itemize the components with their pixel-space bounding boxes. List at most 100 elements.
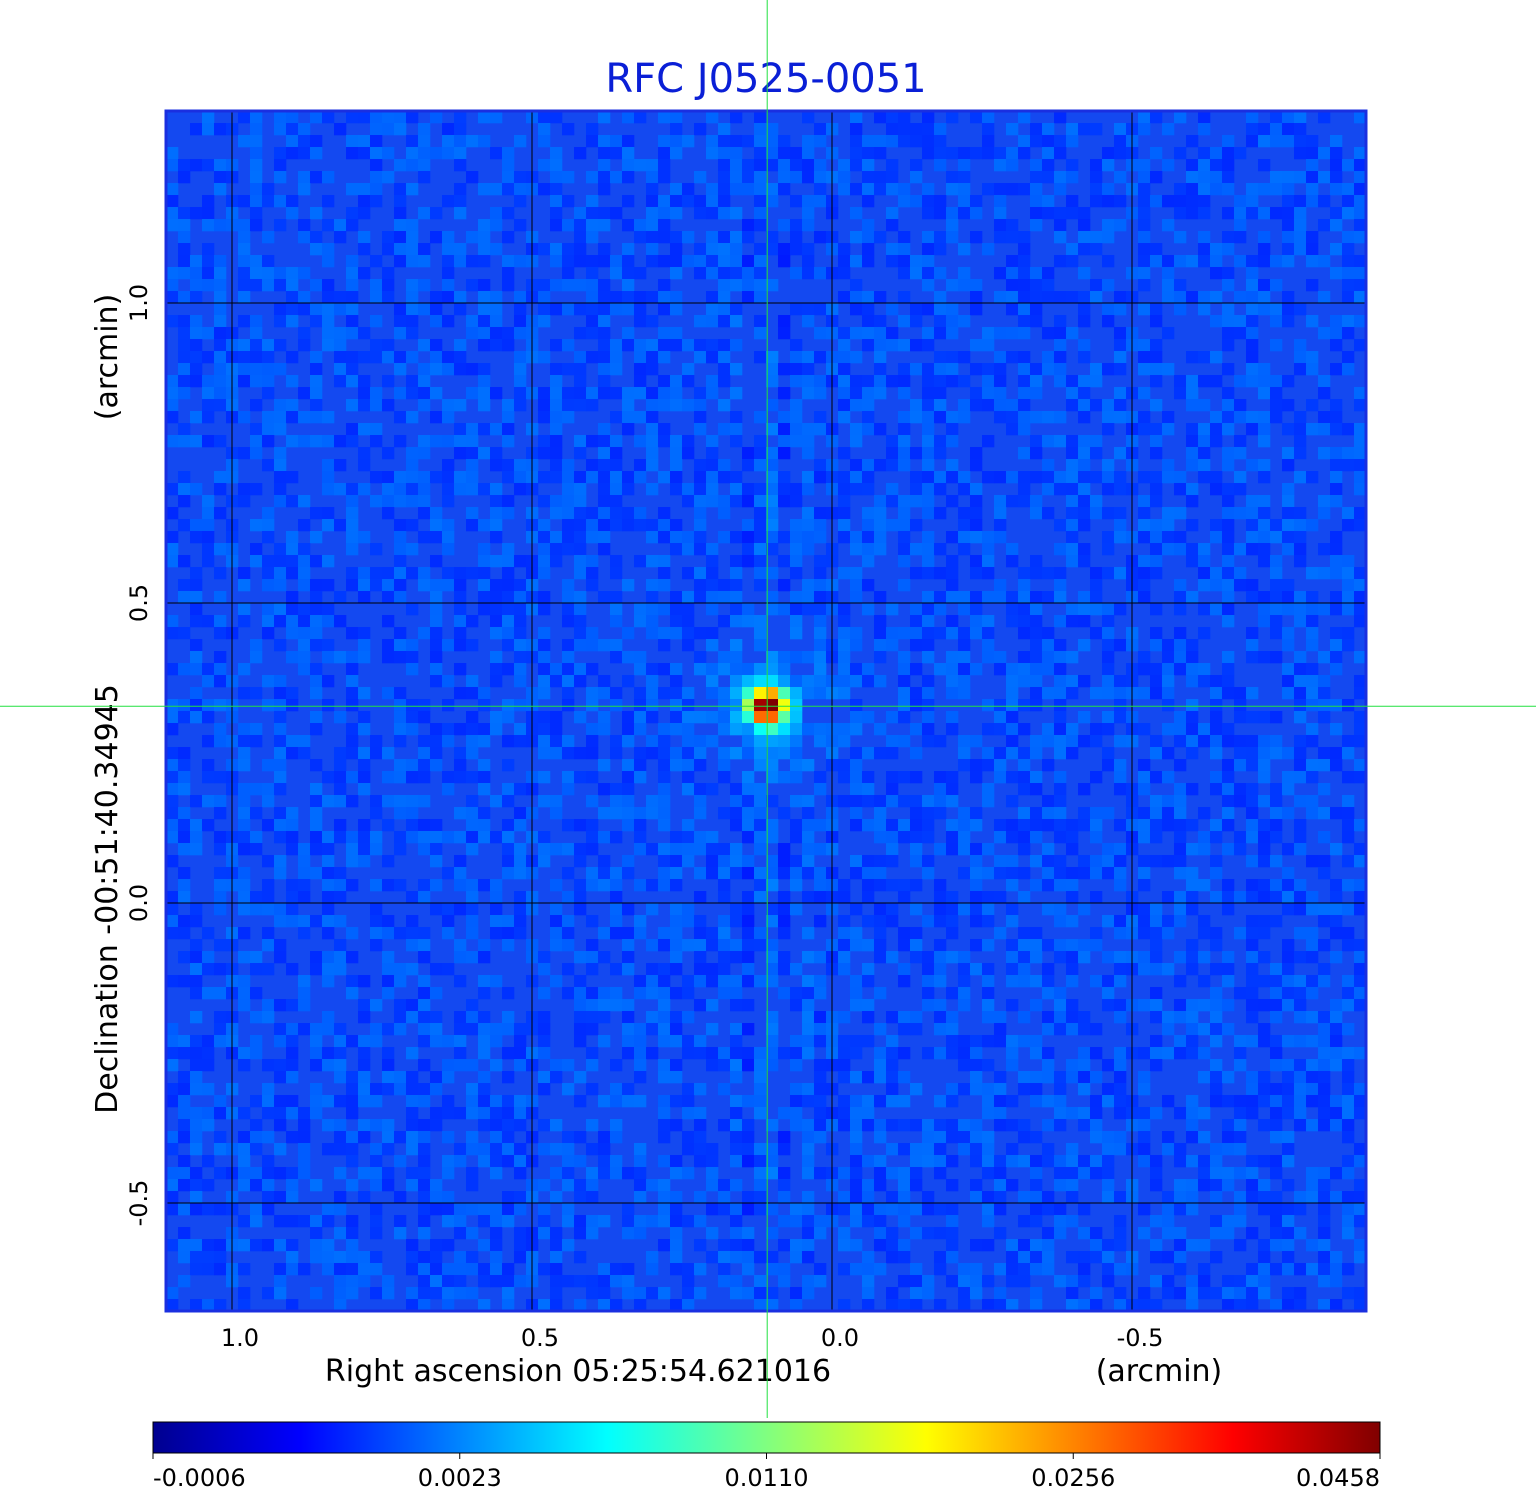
image-pixel — [394, 555, 407, 568]
image-pixel — [1114, 879, 1127, 892]
image-pixel — [634, 1035, 647, 1048]
image-pixel — [1030, 831, 1043, 844]
image-pixel — [862, 171, 875, 184]
image-pixel — [262, 1059, 275, 1072]
image-pixel — [1186, 1011, 1199, 1024]
image-pixel — [802, 675, 815, 688]
image-pixel — [286, 411, 299, 424]
image-pixel — [574, 1131, 587, 1144]
image-pixel — [238, 807, 251, 820]
image-pixel — [274, 855, 287, 868]
image-pixel — [1042, 903, 1055, 916]
image-pixel — [406, 411, 419, 424]
image-pixel — [802, 471, 815, 484]
image-pixel — [382, 1047, 395, 1060]
image-pixel — [1162, 819, 1175, 832]
image-pixel — [442, 351, 455, 364]
image-pixel — [898, 771, 911, 784]
image-pixel — [562, 663, 575, 676]
image-pixel — [514, 699, 527, 712]
image-pixel — [814, 423, 827, 436]
image-pixel — [574, 303, 587, 316]
image-pixel — [274, 819, 287, 832]
image-pixel — [754, 879, 767, 892]
image-pixel — [958, 975, 971, 988]
image-pixel — [1018, 771, 1031, 784]
image-pixel — [166, 195, 179, 208]
image-pixel — [394, 759, 407, 772]
image-pixel — [466, 879, 479, 892]
image-pixel — [886, 519, 899, 532]
image-pixel — [766, 1035, 779, 1048]
image-pixel — [1306, 771, 1319, 784]
image-pixel — [1174, 543, 1187, 556]
image-pixel — [478, 219, 491, 232]
image-pixel — [178, 267, 191, 280]
image-pixel — [646, 1023, 659, 1036]
image-pixel — [1330, 183, 1343, 196]
image-pixel — [1318, 963, 1331, 976]
image-pixel — [334, 783, 347, 796]
image-pixel — [838, 1071, 851, 1084]
image-pixel — [1246, 639, 1259, 652]
image-pixel — [286, 279, 299, 292]
image-pixel — [958, 507, 971, 520]
image-pixel — [1198, 915, 1211, 928]
image-pixel — [1234, 291, 1247, 304]
image-pixel — [502, 819, 515, 832]
image-pixel — [910, 855, 923, 868]
image-pixel — [178, 663, 191, 676]
image-pixel — [1234, 711, 1247, 724]
image-pixel — [178, 291, 191, 304]
image-pixel — [238, 723, 251, 736]
image-pixel — [346, 267, 359, 280]
image-pixel — [1234, 435, 1247, 448]
image-pixel — [778, 243, 791, 256]
image-pixel — [1078, 351, 1091, 364]
image-pixel — [1246, 183, 1259, 196]
image-pixel — [1318, 1095, 1331, 1108]
image-pixel — [1174, 507, 1187, 520]
image-pixel — [430, 615, 443, 628]
image-pixel — [346, 363, 359, 376]
image-pixel — [598, 423, 611, 436]
image-pixel — [862, 891, 875, 904]
image-pixel — [682, 231, 695, 244]
image-pixel — [1186, 1119, 1199, 1132]
image-pixel — [1174, 1047, 1187, 1060]
image-pixel — [1090, 1047, 1103, 1060]
image-pixel — [1138, 111, 1151, 124]
image-pixel — [802, 243, 815, 256]
image-pixel — [1282, 639, 1295, 652]
image-pixel — [1174, 471, 1187, 484]
image-pixel — [718, 231, 731, 244]
image-pixel — [670, 663, 683, 676]
image-pixel — [538, 555, 551, 568]
image-pixel — [454, 111, 467, 124]
image-pixel — [598, 879, 611, 892]
image-pixel — [418, 831, 431, 844]
image-pixel — [334, 351, 347, 364]
image-pixel — [970, 963, 983, 976]
image-pixel — [646, 291, 659, 304]
image-pixel — [1138, 915, 1151, 928]
image-pixel — [514, 459, 527, 472]
image-pixel — [466, 279, 479, 292]
image-pixel — [1282, 939, 1295, 952]
image-pixel — [622, 759, 635, 772]
image-pixel — [574, 435, 587, 448]
image-pixel — [658, 795, 671, 808]
image-pixel — [406, 795, 419, 808]
image-pixel — [778, 219, 791, 232]
image-pixel — [442, 1131, 455, 1144]
image-pixel — [298, 171, 311, 184]
image-pixel — [910, 795, 923, 808]
image-pixel — [622, 903, 635, 916]
image-pixel — [766, 423, 779, 436]
image-pixel — [1246, 339, 1259, 352]
image-pixel — [166, 771, 179, 784]
image-pixel — [1282, 219, 1295, 232]
image-pixel — [538, 723, 551, 736]
image-pixel — [994, 927, 1007, 940]
image-pixel — [838, 567, 851, 580]
